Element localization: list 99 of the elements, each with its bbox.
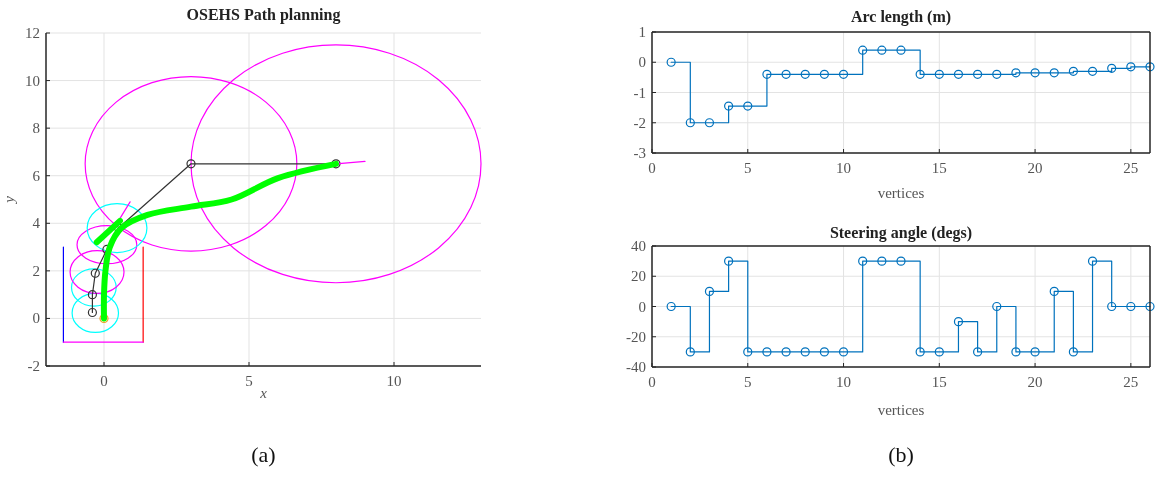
point (186, 159, 196, 169)
y-tick-label: 0 (32, 310, 40, 327)
point (858, 45, 868, 55)
point (87, 307, 97, 318)
point (1145, 62, 1155, 72)
point (877, 45, 887, 55)
text: (b) (888, 442, 914, 467)
point (1030, 347, 1040, 357)
y-tick-label: 6 (32, 167, 41, 184)
point (704, 118, 715, 128)
y-tick-label: -20 (626, 328, 646, 345)
y-tick-label: 1 (638, 24, 646, 40)
x-tick-label: 5 (245, 373, 253, 389)
point (1107, 63, 1117, 73)
point (1145, 301, 1155, 312)
y-tick-label: 0 (638, 54, 646, 71)
point (896, 45, 906, 55)
point (800, 69, 810, 79)
point (331, 159, 341, 169)
point (838, 347, 849, 357)
point (858, 256, 868, 266)
x-tick-label: 15 (931, 160, 947, 176)
y-tick-label: 40 (631, 238, 646, 254)
x-tick-label: 10 (836, 160, 852, 176)
text: (a) (251, 442, 276, 467)
x-tick-label: 20 (1027, 160, 1043, 176)
chart-title: Steering angle (degs) (829, 224, 973, 242)
x-axis-title: vertices (877, 402, 925, 418)
y-tick-label: -3 (633, 145, 646, 161)
point (781, 347, 791, 357)
x-tick-label: 0 (100, 373, 108, 389)
point (1087, 256, 1098, 266)
point (934, 69, 944, 79)
chart-title: OSEHS Path planning (186, 6, 341, 24)
point (743, 347, 753, 357)
x-tick-label: 0 (648, 160, 656, 176)
point (90, 268, 100, 278)
point (762, 347, 772, 357)
point (800, 347, 810, 357)
point (992, 301, 1002, 312)
point (973, 69, 983, 79)
point (1087, 66, 1098, 76)
point (1030, 68, 1040, 78)
point (1126, 62, 1136, 72)
y-tick-label: -1 (633, 84, 646, 101)
x-tick-label: 5 (744, 160, 752, 176)
chart-title: Arc length (m) (850, 8, 952, 26)
point (1068, 347, 1078, 357)
y-tick-label: 2 (32, 262, 40, 279)
point (781, 69, 791, 79)
x-tick-label: 5 (744, 374, 752, 390)
point (1011, 347, 1021, 357)
point (666, 57, 676, 67)
x-axis-title: vertices (877, 185, 925, 201)
point (838, 69, 849, 79)
x-axis-title: x (259, 385, 268, 401)
y-tick-label: 10 (25, 72, 40, 89)
point (915, 347, 925, 357)
point (1049, 286, 1059, 296)
point (724, 256, 734, 266)
point (704, 286, 715, 296)
x-tick-label: 25 (1123, 374, 1139, 390)
point (1126, 301, 1136, 312)
point (934, 347, 944, 357)
point (896, 256, 906, 266)
point (1049, 68, 1059, 78)
point (685, 347, 695, 357)
point (953, 317, 964, 327)
y-tick-label: 0 (638, 298, 646, 315)
point (877, 256, 887, 266)
point (953, 69, 964, 79)
point (1068, 66, 1078, 76)
point (724, 101, 734, 111)
point (87, 290, 97, 300)
x-tick-label: 15 (931, 374, 947, 390)
y-tick-label: 20 (631, 268, 646, 285)
point (973, 347, 983, 357)
y-tick-label: 8 (32, 120, 40, 137)
point (762, 69, 772, 79)
y-tick-label: 12 (25, 25, 40, 41)
y-tick-label: 4 (32, 215, 41, 232)
point (666, 301, 676, 312)
y-tick-label: -2 (633, 114, 646, 131)
y-tick-label: -40 (626, 359, 646, 375)
x-tick-label: 10 (386, 373, 402, 389)
y-axis-title: y (1, 195, 17, 205)
point (685, 118, 695, 128)
point (1107, 301, 1117, 312)
x-tick-label: 25 (1123, 160, 1139, 176)
point (1011, 68, 1021, 78)
x-tick-label: 0 (648, 374, 656, 390)
point (915, 69, 925, 79)
x-tick-label: 20 (1027, 374, 1043, 390)
x-tick-label: 10 (836, 374, 852, 390)
point (819, 347, 829, 357)
point (743, 101, 753, 111)
point (992, 69, 1002, 79)
y-tick-label: -2 (27, 358, 40, 374)
point (819, 69, 829, 79)
